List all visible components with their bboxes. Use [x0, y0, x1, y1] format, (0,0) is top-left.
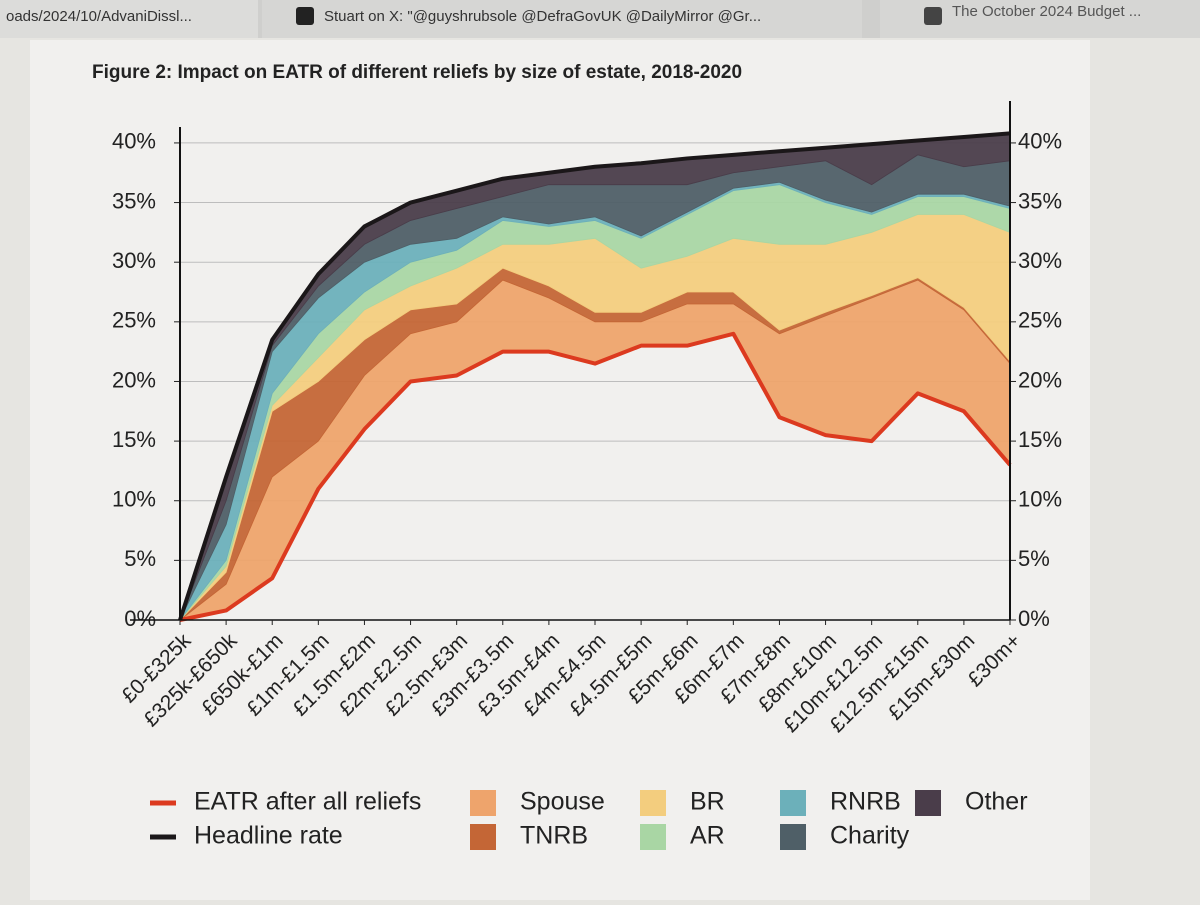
tab-title[interactable]: Stuart on X: "@guyshrubsole @DefraGovUK …	[324, 8, 761, 25]
y2-tick-label: 15%	[1018, 427, 1062, 452]
legend-label: Other	[965, 788, 1028, 816]
line	[179, 331, 1012, 622]
y2-tick-label: 20%	[1018, 367, 1062, 392]
legend-label: Charity	[830, 822, 910, 850]
legend-label: TNRB	[520, 822, 588, 850]
tab-title[interactable]: The October 2024 Budget ...	[952, 3, 1141, 20]
y-tick-label: 40%	[112, 129, 156, 154]
y2-tick-label: 30%	[1018, 248, 1062, 273]
y2-tick-label: 25%	[1018, 308, 1062, 333]
legend-swatch	[640, 790, 666, 816]
legend-label: AR	[690, 822, 725, 850]
y2-tick-label: 10%	[1018, 487, 1062, 512]
legend-label: Headline rate	[194, 822, 343, 850]
tab[interactable]	[262, 0, 862, 38]
tab-icon	[924, 7, 942, 25]
y2-tick-label: 35%	[1018, 188, 1062, 213]
y2-tick-label: 5%	[1018, 546, 1050, 571]
y2-tick-label: 40%	[1018, 129, 1062, 154]
y-tick-label: 5%	[124, 546, 156, 571]
legend-label: EATR after all reliefs	[194, 788, 421, 816]
legend-label: RNRB	[830, 788, 901, 816]
line	[178, 131, 1011, 621]
y-tick-label: 25%	[112, 308, 156, 333]
y2-tick-label: 0%	[1018, 606, 1050, 631]
y-tick-label: 10%	[112, 487, 156, 512]
legend-swatch	[150, 834, 176, 840]
legend-label: BR	[690, 788, 725, 816]
legend-swatch	[780, 790, 806, 816]
legend-swatch	[470, 824, 496, 850]
chart-title: Figure 2: Impact on EATR of different re…	[92, 62, 742, 83]
tab[interactable]	[0, 0, 258, 38]
legend-label: Spouse	[520, 788, 605, 816]
legend-swatch	[640, 824, 666, 850]
tab-icon	[296, 7, 314, 25]
y-tick-label: 30%	[112, 248, 156, 273]
tab-title[interactable]: oads/2024/10/AdvaniDissl...	[6, 8, 192, 25]
y-tick-label: 15%	[112, 427, 156, 452]
legend-swatch	[150, 800, 176, 806]
y-tick-label: 20%	[112, 367, 156, 392]
legend-swatch	[915, 790, 941, 816]
legend-swatch	[470, 790, 496, 816]
y-tick-label: 0%	[124, 606, 156, 631]
y-tick-label: 35%	[112, 188, 156, 213]
legend-swatch	[780, 824, 806, 850]
